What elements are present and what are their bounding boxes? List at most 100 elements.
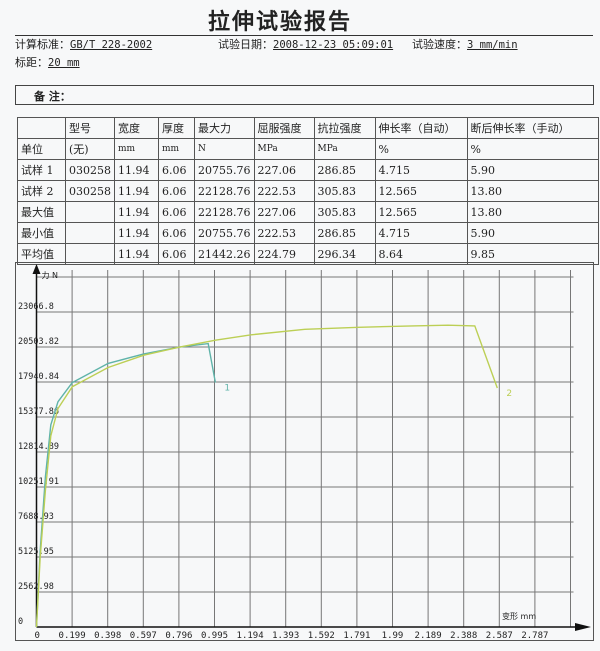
gauge-label: 标距： [15,56,48,69]
table-cell: 6.06 [158,159,195,181]
table-cell: 286.85 [313,222,376,244]
table-cell: 5.90 [466,159,599,181]
table-cell: 22128.76 [194,201,255,223]
date-label: 试验日期： [218,38,273,51]
title-divider [15,35,593,36]
series-label-1: 1 [224,384,230,394]
table-cell: 6.06 [158,201,195,223]
table-cell: 20755.76 [194,222,255,244]
table-cell: 屈服强度 [253,117,315,139]
date-field: 试验日期：2008-12-23 05:09:01 [218,36,393,52]
y-tick-label: 12814.89 [18,442,59,452]
table-cell: 6.06 [158,243,195,265]
speed-label: 试验速度： [412,38,467,51]
x-tick-label: 1.592 [308,631,335,641]
x-tick-label: 2.189 [415,631,442,641]
table-cell: N [194,138,255,160]
series-label-2: 2 [506,389,512,399]
table-row: 试样 2 030258 11.94 6.06 22128.76 222.53 305.83 1… [17,180,599,202]
table-cell: 11.94 [114,159,159,181]
x-tick-label: 0.995 [201,631,228,641]
series-line-1 [35,342,217,628]
table-cell: 305.83 [313,180,376,202]
chart-frame [15,262,594,641]
table-cell [65,201,115,223]
x-tick-label: 2.587 [486,631,513,641]
date-value: 2008-12-23 05:09:01 [273,39,394,51]
table-cell: 9.85 [466,243,599,265]
table-cell: 最大力 [194,117,255,139]
table-cell: 宽度 [114,117,159,139]
x-axis-arrow-icon [575,623,591,631]
speed-field: 试验速度：3 mm/min [412,36,518,52]
table-cell: 22128.76 [194,180,255,202]
table-cell: 6.06 [158,180,195,202]
y-tick-label: 20503.82 [18,337,59,347]
table-cell: 型号 [65,117,115,139]
table-cell: (无) [65,138,115,160]
x-axis-label: 变形 mm [502,611,536,621]
table-cell: 224.79 [253,243,315,265]
table-cell: 伸长率（自动） [374,117,468,139]
y-tick-label: 23066.8 [18,302,54,312]
table-cell: 厚度 [158,117,195,139]
y-tick-label: 17940.84 [18,372,59,382]
x-tick-label: 1.194 [237,631,264,641]
notes-box: 备 注： [15,85,594,105]
speed-value: 3 mm/min [467,39,518,51]
table-header-row: 型号 宽度 厚度 最大力 屈服强度 抗拉强度 伸长率（自动） 断后伸长率（手动） [17,117,599,139]
table-cell: 最大值 [17,201,66,223]
table-cell: 305.83 [313,201,376,223]
table-row: 单位 (无) mm mm N MPa MPa%% [17,138,599,160]
table-cell: 030258 [65,180,115,202]
table-cell: % [374,138,468,160]
table-cell: 8.64 [374,243,468,265]
table-cell: 11.94 [114,180,159,202]
table-cell: 4.715 [374,222,468,244]
table-cell: 222.53 [253,180,315,202]
x-tick-label: 2.787 [521,631,548,641]
force-deformation-chart: 0 0.199 0.398 0.597 0.796 0.995 1.194 1.393 1.59… [15,262,594,641]
table-cell: 平均值 [17,243,66,265]
table-cell: 286.85 [313,159,376,181]
table-cell: 12.565 [374,201,468,223]
table-cell [65,222,115,244]
table-cell: 单位 [17,138,66,160]
table-cell: 试样 1 [17,159,66,181]
table-row: 最大值 11.94 6.06 22128.76 227.06 305.83 12.565 13… [17,201,599,223]
x-tick-label: 2.388 [450,631,477,641]
table-cell: 13.80 [466,180,599,202]
standard-field: 计算标准：GB/T 228-2002 [15,36,152,52]
table-cell: 试样 2 [17,180,66,202]
y-tick-label: 10251.91 [18,477,59,487]
x-tick-label: 0.796 [165,631,192,641]
table-cell: 296.34 [313,243,376,265]
table-cell: mm [114,138,159,160]
table-cell: 5.90 [466,222,599,244]
table-cell: 222.53 [253,222,315,244]
table-cell: mm [158,138,195,160]
report-title: 拉伸试验报告 [207,9,352,35]
table-cell: 227.06 [253,159,315,181]
x-tick-label: 0.597 [130,631,157,641]
table-row: 平均值 11.94 6.06 21442.26 224.79 296.34 8.64 9.85 [17,243,599,265]
table-cell: 21442.26 [194,243,255,265]
y-axis-label: 力 N [42,270,59,280]
results-table: 型号 宽度 厚度 最大力 屈服强度 抗拉强度 伸长率（自动） 断后伸长率（手动） 单位 (无) mm… [17,117,599,265]
table-cell: 11.94 [114,222,159,244]
series-line-2 [35,324,498,628]
table-cell: MPa [313,138,376,160]
gauge-value: 20 mm [48,57,80,69]
table-cell: MPa [253,138,315,160]
table-cell: 11.94 [114,201,159,223]
table-row: 试样 1 030258 11.94 6.06 20755.76 227.06 286.85 4… [17,159,599,181]
standard-value: GB/T 228-2002 [70,39,153,51]
table-cell: 最小值 [17,222,66,244]
table-cell: 11.94 [114,243,159,265]
table-row: 最小值 11.94 6.06 20755.76 222.53 286.85 4.715 5.9… [17,222,599,244]
table-cell [17,117,66,139]
table-cell: 抗拉强度 [313,117,376,139]
table-cell: 断后伸长率（手动） [466,117,599,139]
table-cell: 030258 [65,159,115,181]
